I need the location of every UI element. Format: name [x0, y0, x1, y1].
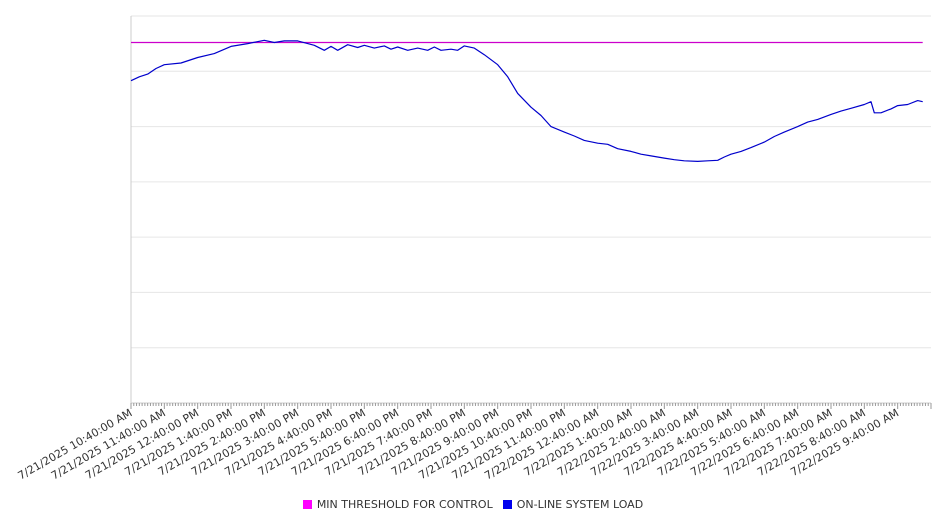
legend-swatch-system-load: [502, 500, 512, 509]
legend-label-system-load: ON-LINE SYSTEM LOAD: [516, 498, 644, 511]
axis-layer: [130, 16, 932, 409]
series-layer: [130, 39, 923, 162]
legend-swatch-min-threshold: [302, 500, 312, 509]
legend-label-min-threshold: MIN THRESHOLD FOR CONTROL: [316, 498, 493, 511]
x-tick-labels: 7/21/2025 10:40:00 AM7/21/2025 11:40:00 …: [16, 406, 902, 482]
legend-item-min-threshold[interactable]: MIN THRESHOLD FOR CONTROL: [302, 498, 493, 511]
legend: MIN THRESHOLD FOR CONTROL ON-LINE SYSTEM…: [0, 498, 946, 511]
grid-layer: [131, 15, 931, 349]
series-line-system-load: [130, 39, 923, 162]
legend-item-system-load[interactable]: ON-LINE SYSTEM LOAD: [502, 498, 644, 511]
